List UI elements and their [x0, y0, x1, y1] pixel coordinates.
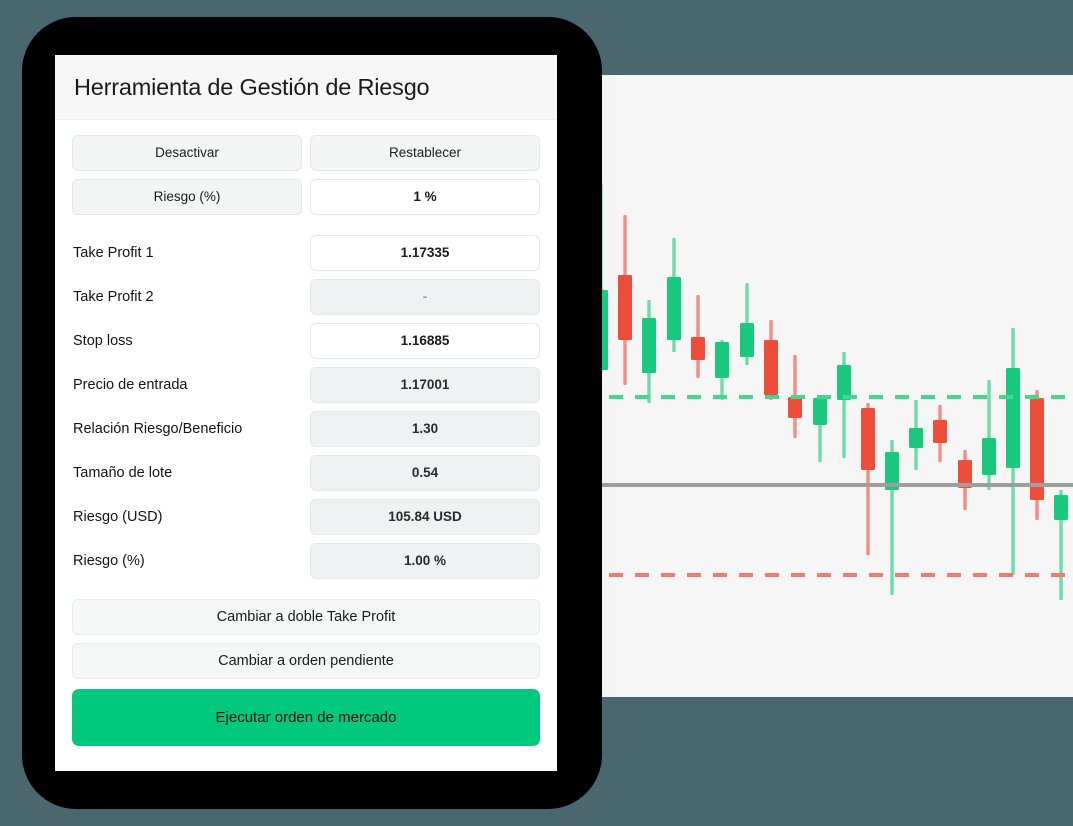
- row-lot-size: Tamaño de lote 0.54: [72, 455, 540, 491]
- value-risk-percent: 1.00 %: [310, 543, 540, 579]
- row-take-profit-2: Take Profit 2 -: [72, 279, 540, 315]
- toggle-double-take-profit-button[interactable]: Cambiar a doble Take Profit: [72, 599, 540, 635]
- row-toggle-pending-order: Cambiar a orden pendiente: [72, 643, 540, 679]
- row-toggle-double-tp: Cambiar a doble Take Profit: [72, 599, 540, 635]
- value-risk-reward: 1.30: [310, 411, 540, 447]
- row-take-profit-1: Take Profit 1 1.17335: [72, 235, 540, 271]
- risk-percent-selector-button[interactable]: Riesgo (%): [72, 179, 302, 215]
- top-button-row: Desactivar Restablecer: [72, 135, 540, 171]
- card-body: Desactivar Restablecer Riesgo (%) 1 % Ta…: [55, 120, 557, 746]
- spacer-2: [72, 587, 540, 599]
- deactivate-button[interactable]: Desactivar: [72, 135, 302, 171]
- input-stop-loss[interactable]: 1.16885: [310, 323, 540, 359]
- value-lot-size: 0.54: [310, 455, 540, 491]
- execute-market-order-button[interactable]: Ejecutar orden de mercado: [72, 689, 540, 746]
- card-header: Herramienta de Gestión de Riesgo: [55, 55, 557, 120]
- row-risk-percent: Riesgo (%) 1.00 %: [72, 543, 540, 579]
- risk-management-tool-card: Herramienta de Gestión de Riesgo Desacti…: [55, 55, 557, 771]
- spacer: [72, 223, 540, 235]
- label-stop-loss: Stop loss: [73, 333, 133, 349]
- label-take-profit-2: Take Profit 2: [73, 289, 154, 305]
- row-entry-price: Precio de entrada 1.17001: [72, 367, 540, 403]
- row-risk-usd: Riesgo (USD) 105.84 USD: [72, 499, 540, 535]
- value-risk-usd: 105.84 USD: [310, 499, 540, 535]
- label-risk-usd: Riesgo (USD): [73, 509, 163, 525]
- input-take-profit-2[interactable]: -: [310, 279, 540, 315]
- label-lot-size: Tamaño de lote: [73, 465, 173, 481]
- label-entry-price: Precio de entrada: [73, 377, 188, 393]
- row-stop-loss: Stop loss 1.16885: [72, 323, 540, 359]
- input-take-profit-1[interactable]: 1.17335: [310, 235, 540, 271]
- risk-selector-row: Riesgo (%) 1 %: [72, 179, 540, 215]
- reset-button[interactable]: Restablecer: [310, 135, 540, 171]
- label-risk-reward: Relación Riesgo/Beneficio: [73, 421, 243, 437]
- value-entry-price: 1.17001: [310, 367, 540, 403]
- candlestick-plot: [557, 183, 1073, 600]
- risk-percent-input[interactable]: 1 %: [310, 179, 540, 215]
- row-risk-reward: Relación Riesgo/Beneficio 1.30: [72, 411, 540, 447]
- price-chart-panel: [557, 75, 1073, 697]
- toggle-pending-order-button[interactable]: Cambiar a orden pendiente: [72, 643, 540, 679]
- label-risk-percent: Riesgo (%): [73, 553, 145, 569]
- page-title: Herramienta de Gestión de Riesgo: [74, 73, 430, 100]
- label-take-profit-1: Take Profit 1: [73, 245, 154, 261]
